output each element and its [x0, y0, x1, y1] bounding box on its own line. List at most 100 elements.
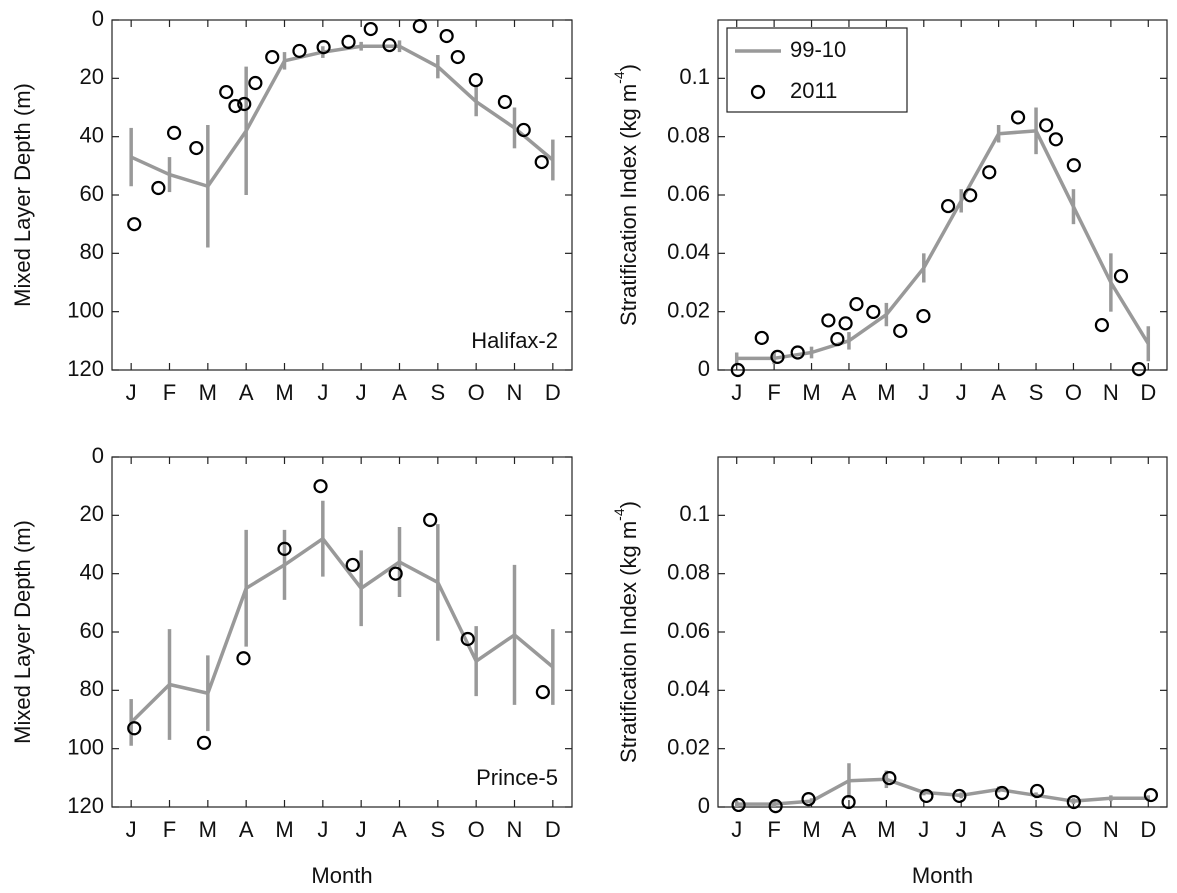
x-tick-label: J [918, 817, 929, 842]
x-tick-label: A [239, 817, 254, 842]
x-tick-label: J [356, 817, 367, 842]
x-tick-label: F [163, 817, 176, 842]
x-tick-label: F [163, 380, 176, 405]
data-point [219, 84, 234, 100]
data-point [916, 308, 931, 324]
x-tick-label: J [731, 817, 742, 842]
y-tick-label: 0.02 [667, 734, 710, 759]
x-tick-label: M [877, 380, 895, 405]
x-tick-label: S [430, 817, 445, 842]
data-point [516, 122, 531, 138]
y-tick-label: 0 [92, 6, 104, 31]
x-tick-label: J [317, 380, 328, 405]
x-tick-label: J [317, 817, 328, 842]
y-tick-label: 80 [80, 239, 104, 264]
data-point [731, 797, 746, 813]
x-axis-label: Month [311, 863, 372, 888]
series-line [736, 777, 1149, 806]
y-tick-label: 60 [80, 181, 104, 206]
y-tick-label: 80 [80, 676, 104, 701]
x-tick-label: N [1103, 817, 1119, 842]
y-tick-label: 40 [80, 559, 104, 584]
data-point [770, 349, 785, 364]
x-tick-label: O [1065, 817, 1082, 842]
data-point [423, 512, 438, 528]
data-point [893, 323, 908, 339]
y-axis-label: Mixed Layer Depth (m) [10, 520, 35, 744]
x-tick-label: O [1065, 380, 1082, 405]
x-tick-label: M [275, 817, 293, 842]
data-point [730, 362, 745, 378]
data-point [189, 140, 204, 156]
data-point [248, 75, 263, 91]
y-tick-label: 0.02 [667, 297, 710, 322]
x-tick-label: M [199, 817, 217, 842]
data-point [450, 49, 465, 65]
x-tick-label: J [731, 380, 742, 405]
data-point [963, 188, 978, 203]
data-point [941, 198, 956, 214]
x-tick-label: J [956, 817, 967, 842]
axes-box [111, 19, 573, 371]
legend-label: 2011 [790, 78, 837, 103]
data-point [292, 43, 307, 59]
series-line [130, 44, 554, 188]
data-point [382, 37, 397, 53]
y-tick-label: 40 [80, 122, 104, 147]
data-point [127, 217, 142, 232]
data-point [497, 94, 513, 110]
x-tick-label: J [356, 380, 367, 405]
legend-label: 99-10 [790, 37, 846, 62]
x-tick-label: A [991, 817, 1006, 842]
axes-box [717, 456, 1168, 808]
y-tick-label: 0 [698, 356, 710, 381]
data-point [754, 330, 769, 346]
data-point [228, 98, 243, 114]
data-point [1030, 783, 1045, 799]
data-point [412, 19, 427, 34]
x-tick-label: F [767, 380, 780, 405]
y-tick-label: 120 [67, 793, 104, 818]
data-point [994, 785, 1010, 801]
data-point [316, 40, 331, 55]
series-line [129, 536, 554, 724]
data-point [952, 788, 967, 804]
data-point [127, 721, 142, 736]
x-tick-label: D [1140, 380, 1156, 405]
x-tick-label: J [956, 380, 967, 405]
x-tick-label: A [842, 817, 857, 842]
data-point [841, 794, 856, 810]
x-tick-label: S [1029, 817, 1044, 842]
x-tick-label: M [275, 380, 293, 405]
data-point [341, 34, 356, 49]
data-point [277, 541, 292, 556]
x-tick-label: J [126, 817, 137, 842]
data-point [838, 316, 853, 331]
y-tick-label: 20 [80, 501, 104, 526]
data-point [830, 331, 845, 347]
data-point [919, 788, 934, 804]
x-tick-label: N [507, 380, 523, 405]
x-tick-label: A [392, 817, 407, 842]
data-point [1066, 158, 1081, 173]
x-tick-label: S [430, 380, 445, 405]
series-line [736, 129, 1150, 361]
x-tick-label: J [918, 380, 929, 405]
annotation: Halifax-2 [471, 328, 558, 353]
data-point [468, 72, 483, 88]
x-tick-label: A [991, 380, 1006, 405]
data-point [821, 313, 836, 328]
data-point [982, 165, 997, 180]
y-axis-label-part: -4 [611, 508, 627, 521]
x-tick-label: N [507, 817, 523, 842]
data-point [882, 771, 897, 786]
y-tick-label: 60 [80, 618, 104, 643]
y-tick-label: 0.08 [667, 122, 710, 147]
y-axis-label-part: ) [616, 501, 641, 508]
y-tick-label: 100 [67, 297, 104, 322]
data-point [790, 345, 805, 360]
legend-marker [750, 84, 766, 100]
y-tick-label: 0.04 [667, 676, 710, 701]
